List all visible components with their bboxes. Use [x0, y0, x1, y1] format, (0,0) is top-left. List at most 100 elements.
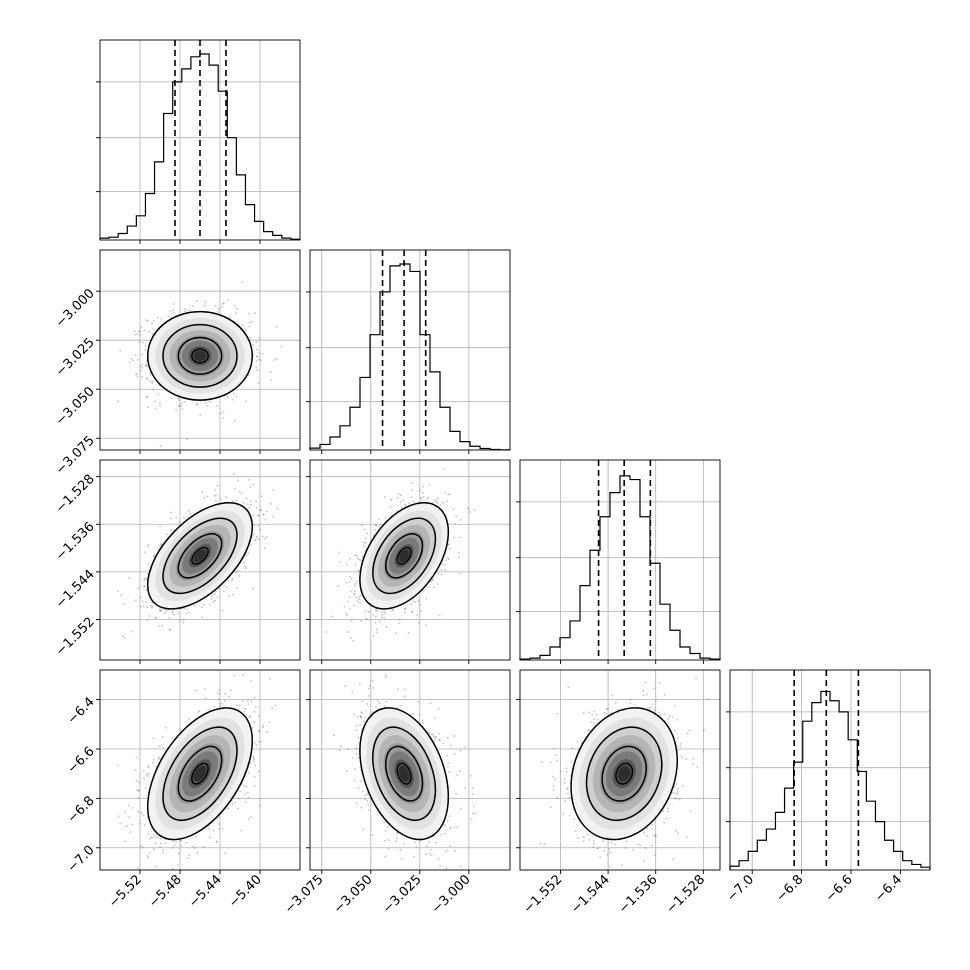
sample-point	[251, 727, 254, 729]
sample-point	[222, 411, 225, 414]
sample-point	[263, 547, 266, 550]
sample-point	[355, 596, 358, 599]
sample-point	[338, 749, 341, 752]
sample-point	[255, 341, 258, 344]
sample-point	[349, 608, 352, 610]
x-tick-label: −5.48	[146, 872, 185, 911]
sample-point	[383, 610, 385, 613]
sample-point	[449, 844, 452, 847]
sample-point	[147, 856, 150, 859]
sample-point	[238, 575, 241, 577]
sample-point	[272, 488, 275, 491]
sample-point	[345, 582, 348, 584]
sample-point	[162, 848, 165, 851]
sample-point	[222, 416, 225, 419]
sample-point	[266, 730, 269, 733]
sample-point	[359, 715, 362, 718]
sample-point	[145, 363, 148, 366]
sample-point	[140, 375, 143, 378]
sample-point	[260, 740, 263, 743]
sample-point	[680, 755, 683, 757]
sample-point	[164, 842, 167, 845]
density-shade	[193, 765, 207, 782]
sample-point	[642, 694, 645, 697]
sample-point	[162, 852, 165, 854]
sample-point	[158, 756, 160, 759]
sample-point	[391, 608, 393, 611]
sample-point	[253, 721, 256, 724]
sample-point	[565, 787, 568, 790]
sample-point	[444, 850, 447, 853]
sample-point	[238, 490, 241, 493]
sample-point	[186, 608, 188, 611]
sample-point	[676, 791, 679, 793]
sample-point	[563, 778, 566, 781]
sample-point	[146, 376, 149, 379]
sample-point	[257, 770, 260, 773]
sample-point	[144, 364, 147, 367]
sample-point	[136, 375, 139, 378]
sample-point	[417, 700, 419, 703]
density-contour	[570, 707, 678, 841]
sample-point	[135, 373, 137, 376]
sample-point	[400, 506, 403, 509]
sample-point	[418, 603, 421, 606]
sample-point	[255, 500, 257, 503]
sample-point	[350, 637, 352, 640]
panel-frame	[99, 459, 301, 661]
sample-point	[252, 483, 254, 486]
sample-point	[392, 609, 394, 612]
sample-point	[160, 317, 163, 320]
sample-point	[168, 628, 171, 631]
sample-point	[248, 312, 251, 315]
sample-point	[351, 691, 354, 694]
sample-point	[655, 700, 657, 702]
sample-point	[244, 567, 247, 570]
sample-point	[355, 554, 358, 557]
sample-point	[453, 536, 456, 539]
sample-point	[142, 770, 145, 773]
sample-point	[374, 529, 376, 531]
sample-point	[408, 502, 411, 505]
sample-point	[244, 707, 247, 710]
sample-point	[395, 632, 398, 634]
sample-point	[168, 310, 171, 313]
sample-point	[588, 839, 590, 841]
sample-point	[352, 593, 355, 596]
panel-frame	[309, 669, 511, 871]
density-contour	[396, 546, 412, 565]
sample-point	[263, 537, 266, 540]
sample-point	[353, 779, 356, 782]
sample-point	[433, 586, 435, 589]
sample-point	[249, 486, 252, 489]
sample-point	[596, 847, 599, 850]
sample-point	[150, 604, 153, 607]
sample-point	[175, 840, 178, 843]
density-shade	[617, 765, 631, 782]
sample-point	[403, 695, 406, 698]
sample-point	[253, 775, 256, 778]
sample-point	[194, 836, 197, 839]
sample-point	[137, 330, 140, 333]
sample-point	[154, 865, 157, 868]
density-contour	[396, 762, 412, 785]
density-contour	[372, 726, 437, 821]
sample-point	[447, 558, 450, 561]
sample-point	[252, 755, 255, 758]
sample-point	[554, 778, 557, 781]
sample-point	[685, 758, 688, 761]
sample-point	[438, 739, 441, 742]
sample-point	[569, 814, 571, 817]
sample-point	[201, 606, 203, 609]
sample-point	[152, 758, 155, 761]
sample-point	[146, 619, 149, 622]
panel-content	[520, 670, 720, 870]
sample-point	[425, 597, 428, 600]
sample-point	[347, 600, 349, 603]
sample-point	[157, 393, 160, 396]
density-shade	[193, 350, 207, 362]
sample-point	[139, 605, 142, 608]
sample-point	[439, 504, 442, 506]
sample-point	[250, 680, 253, 682]
sample-point	[195, 403, 198, 406]
